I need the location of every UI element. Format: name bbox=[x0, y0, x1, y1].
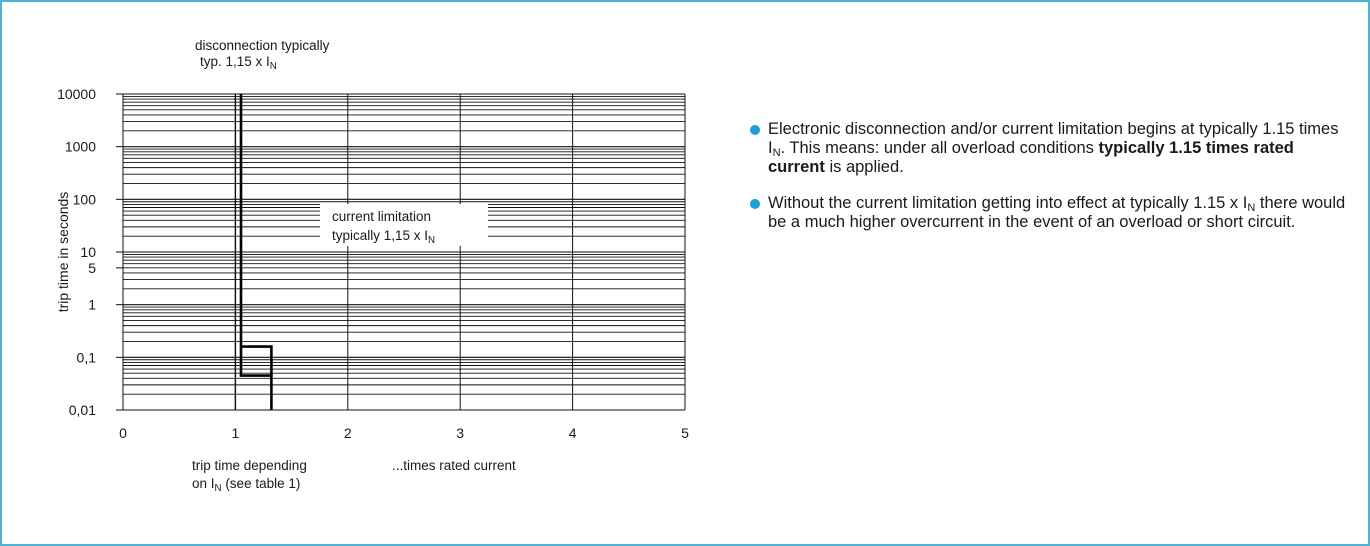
bottom-left-annotation: trip time depending bbox=[192, 458, 307, 473]
bottom-left-annotation-sub: on IN (see table 1) bbox=[192, 476, 300, 494]
y-tick-label: 10 bbox=[80, 244, 96, 260]
x-axis-label: ...times rated current bbox=[392, 458, 516, 473]
y-axis-label: trip time in seconds bbox=[55, 192, 71, 313]
subscript: N bbox=[1247, 202, 1256, 214]
y-tick-label: 10000 bbox=[57, 86, 96, 102]
bold-text: typically 1.15 times rated current bbox=[768, 139, 1294, 176]
bullet-text: Electronic disconnection and/or current … bbox=[768, 120, 1338, 176]
trip-curve-line-1 bbox=[239, 94, 273, 410]
bullet-item: Electronic disconnection and/or current … bbox=[750, 120, 1350, 177]
x-tick-label: 3 bbox=[456, 425, 464, 441]
y-tick-label: 1000 bbox=[65, 139, 96, 155]
bullet-dot-icon bbox=[750, 125, 760, 135]
box-annotation-sub: typically 1,15 x IN bbox=[332, 228, 435, 246]
x-tick-label: 1 bbox=[232, 425, 240, 441]
trip-curve-line-2 bbox=[241, 345, 273, 376]
text-run: is applied. bbox=[824, 158, 904, 176]
x-tick-label: 0 bbox=[119, 425, 127, 441]
annotation-box bbox=[320, 204, 488, 246]
y-tick-label: 1 bbox=[88, 297, 96, 313]
x-tick-label: 2 bbox=[344, 425, 352, 441]
text-run: . This means: under all overload conditi… bbox=[780, 139, 1099, 157]
bullet-dot-icon bbox=[750, 199, 760, 209]
x-tick-label: 4 bbox=[569, 425, 577, 441]
bullet-list: Electronic disconnection and/or current … bbox=[750, 120, 1350, 249]
x-tick-label: 5 bbox=[681, 425, 689, 441]
subscript: N bbox=[772, 147, 781, 159]
bullet-text: Without the current limitation getting i… bbox=[768, 194, 1345, 231]
text-run: Without the current limitation getting i… bbox=[768, 194, 1248, 212]
y-tick-label: 100 bbox=[73, 191, 97, 207]
text-run: Electronic disconnection and/or current … bbox=[768, 120, 1339, 157]
box-annotation: current limitation bbox=[332, 209, 431, 224]
bullet-item: Without the current limitation getting i… bbox=[750, 194, 1350, 232]
y-tick-label: 5 bbox=[88, 260, 96, 276]
top-annotation-sub: typ. 1,15 x IN bbox=[200, 54, 277, 72]
y-tick-label: 0,1 bbox=[77, 349, 97, 365]
y-tick-label: 0,01 bbox=[69, 402, 96, 418]
text-run: there would be a much higher overcurrent… bbox=[768, 194, 1346, 231]
top-annotation: disconnection typically bbox=[195, 38, 330, 53]
